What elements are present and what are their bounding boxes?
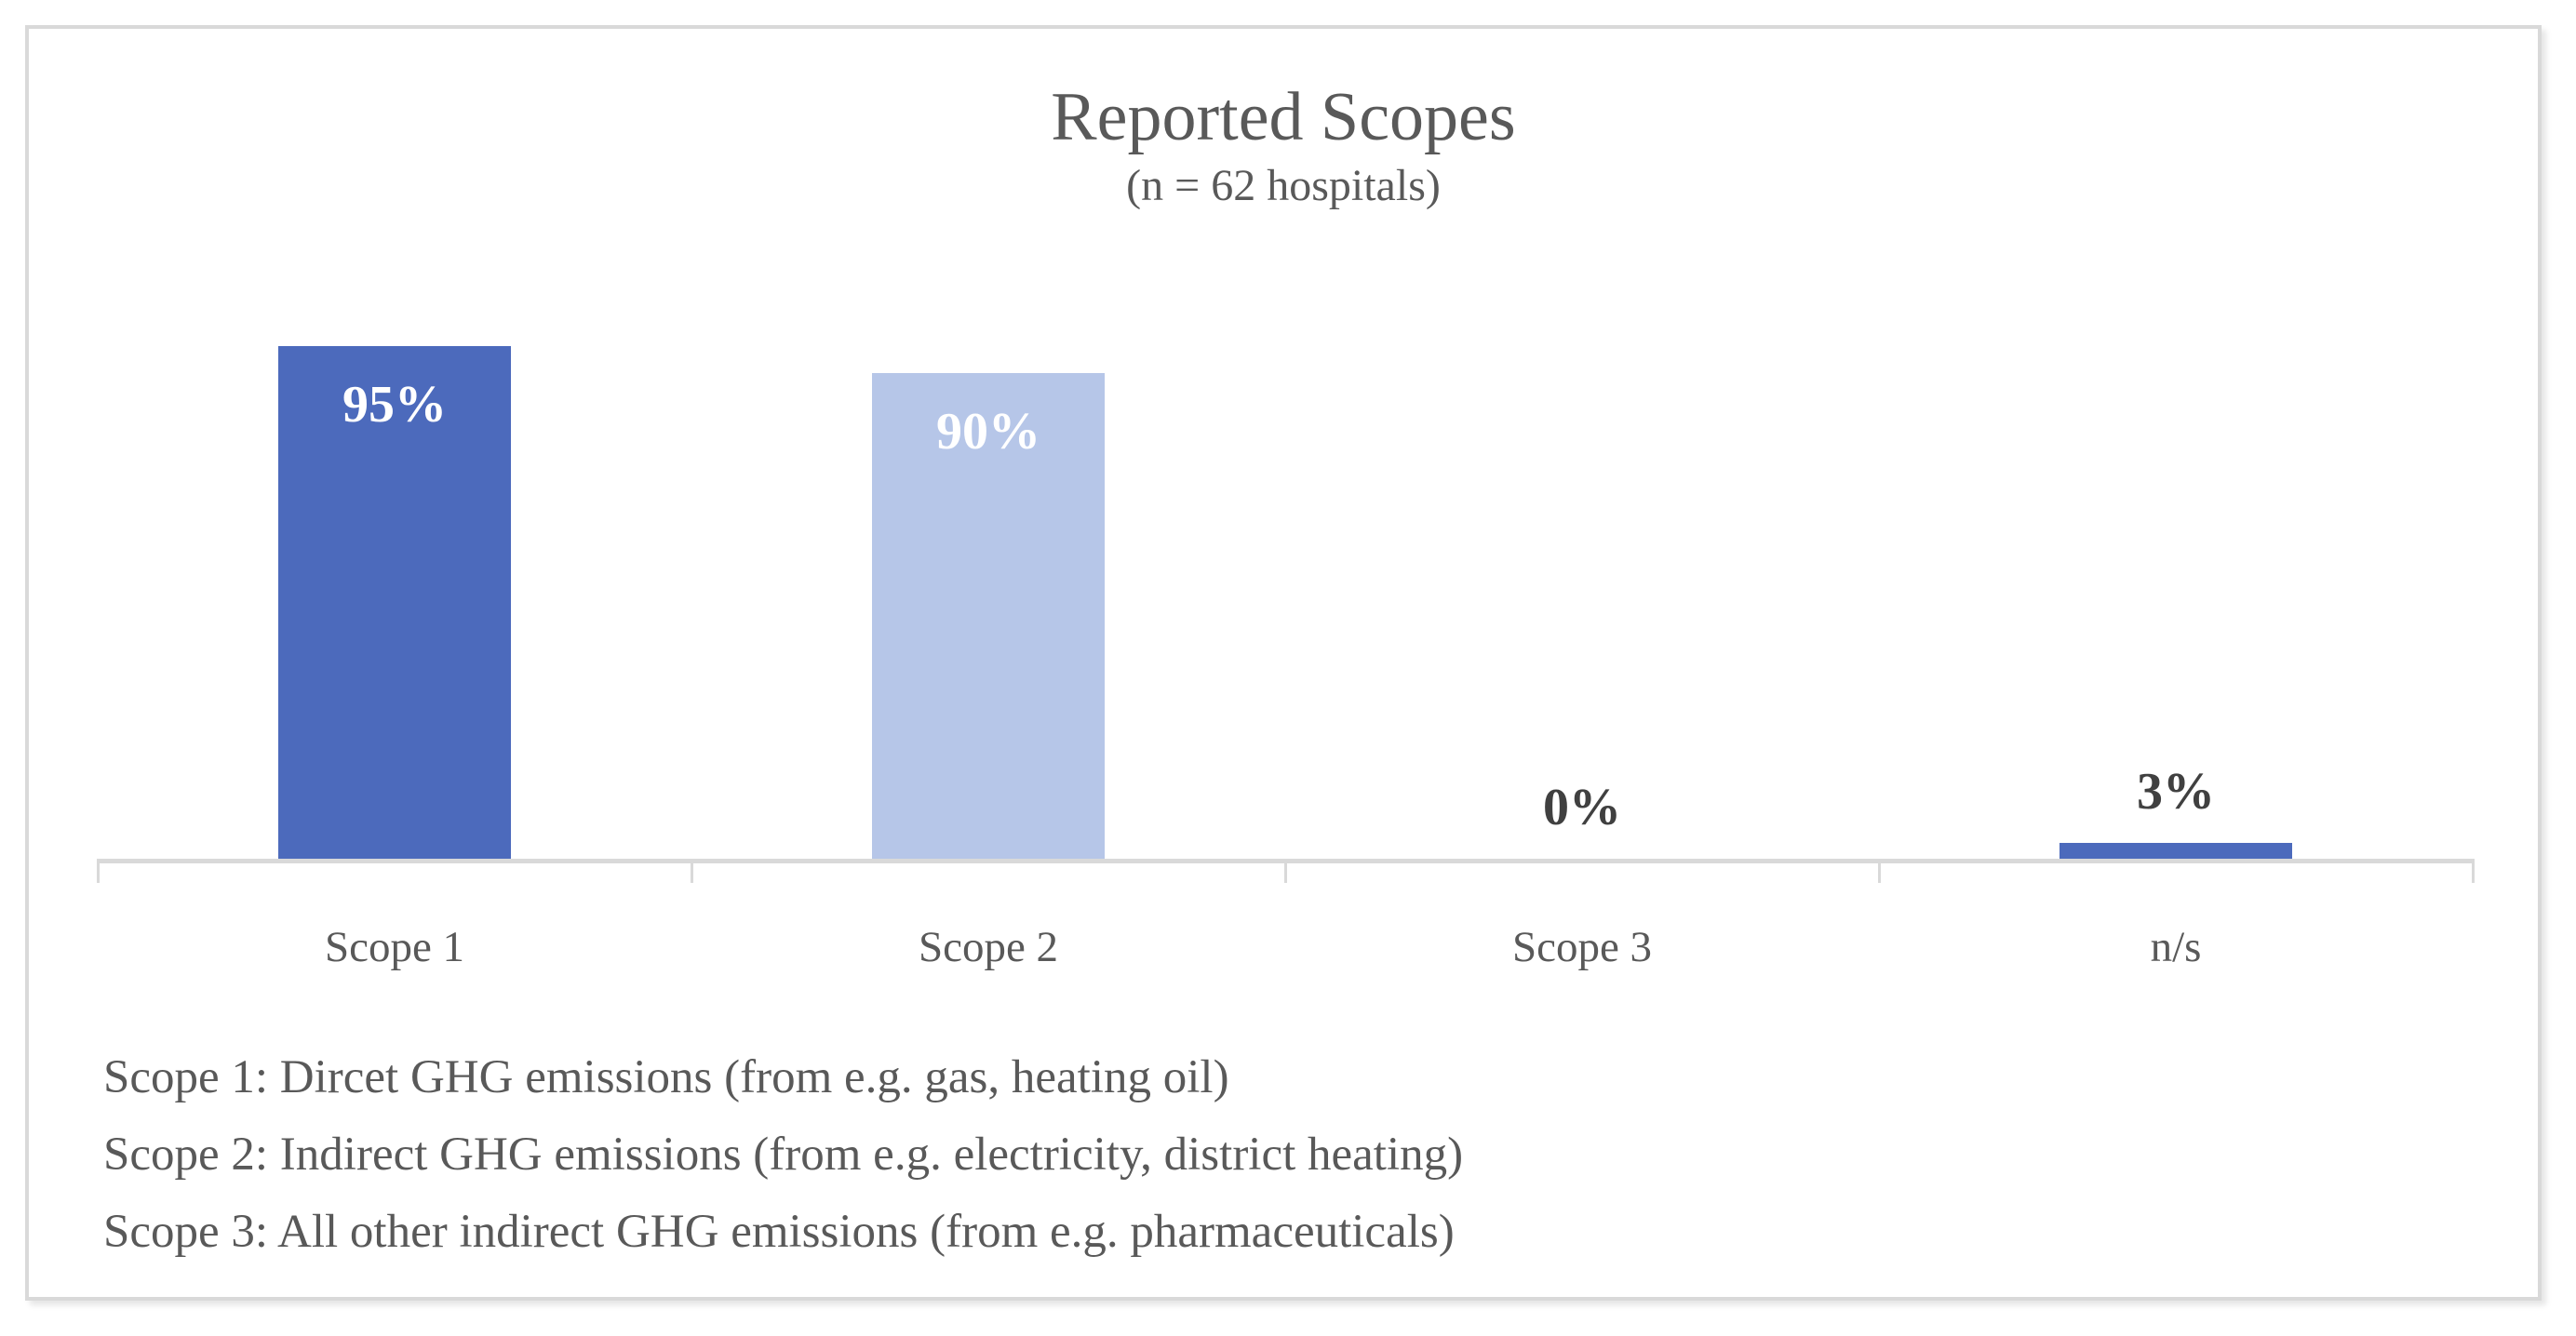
chart-subtitle: (n = 62 hospitals)	[1126, 161, 1441, 211]
footnote-line: Scope 1: Dircet GHG emissions (from e.g.…	[103, 1051, 1229, 1103]
footnotes: Scope 1: Dircet GHG emissions (from e.g.…	[103, 1039, 1463, 1271]
x-axis-label-scope-3: Scope 3	[1511, 923, 1653, 971]
footnote-line: Scope 3: All other indirect GHG emission…	[103, 1206, 1455, 1258]
chart-title-block: Reported Scopes (n = 62 hospitals)	[29, 77, 2538, 212]
plot-area: 95% 90% 0% 3%	[98, 319, 2473, 859]
bar-value-label-scope-2: 90%	[936, 403, 1040, 461]
axis-tick	[97, 859, 100, 883]
x-axis-label-n-s: n/s	[2150, 923, 2202, 971]
bar-scope-2	[872, 373, 1105, 859]
axis-tick	[2472, 859, 2475, 883]
footnote-line: Scope 2: Indirect GHG emissions (from e.…	[103, 1129, 1464, 1181]
axis-tick	[691, 859, 693, 883]
bar-value-label-n-s: 3%	[2137, 763, 2215, 821]
chart-title: Reported Scopes	[1051, 79, 1516, 155]
x-axis-label-scope-1: Scope 1	[324, 923, 465, 971]
chart-container: Reported Scopes (n = 62 hospitals) 95% 90…	[25, 25, 2542, 1301]
bar-n-s	[2059, 843, 2292, 859]
bar-scope-1	[278, 346, 511, 859]
bar-value-label-scope-3: 0%	[1543, 779, 1621, 836]
axis-tick	[1284, 859, 1287, 883]
axis-tick	[1878, 859, 1881, 883]
bar-value-label-scope-1: 95%	[342, 376, 447, 434]
x-axis-label-scope-2: Scope 2	[918, 923, 1059, 971]
